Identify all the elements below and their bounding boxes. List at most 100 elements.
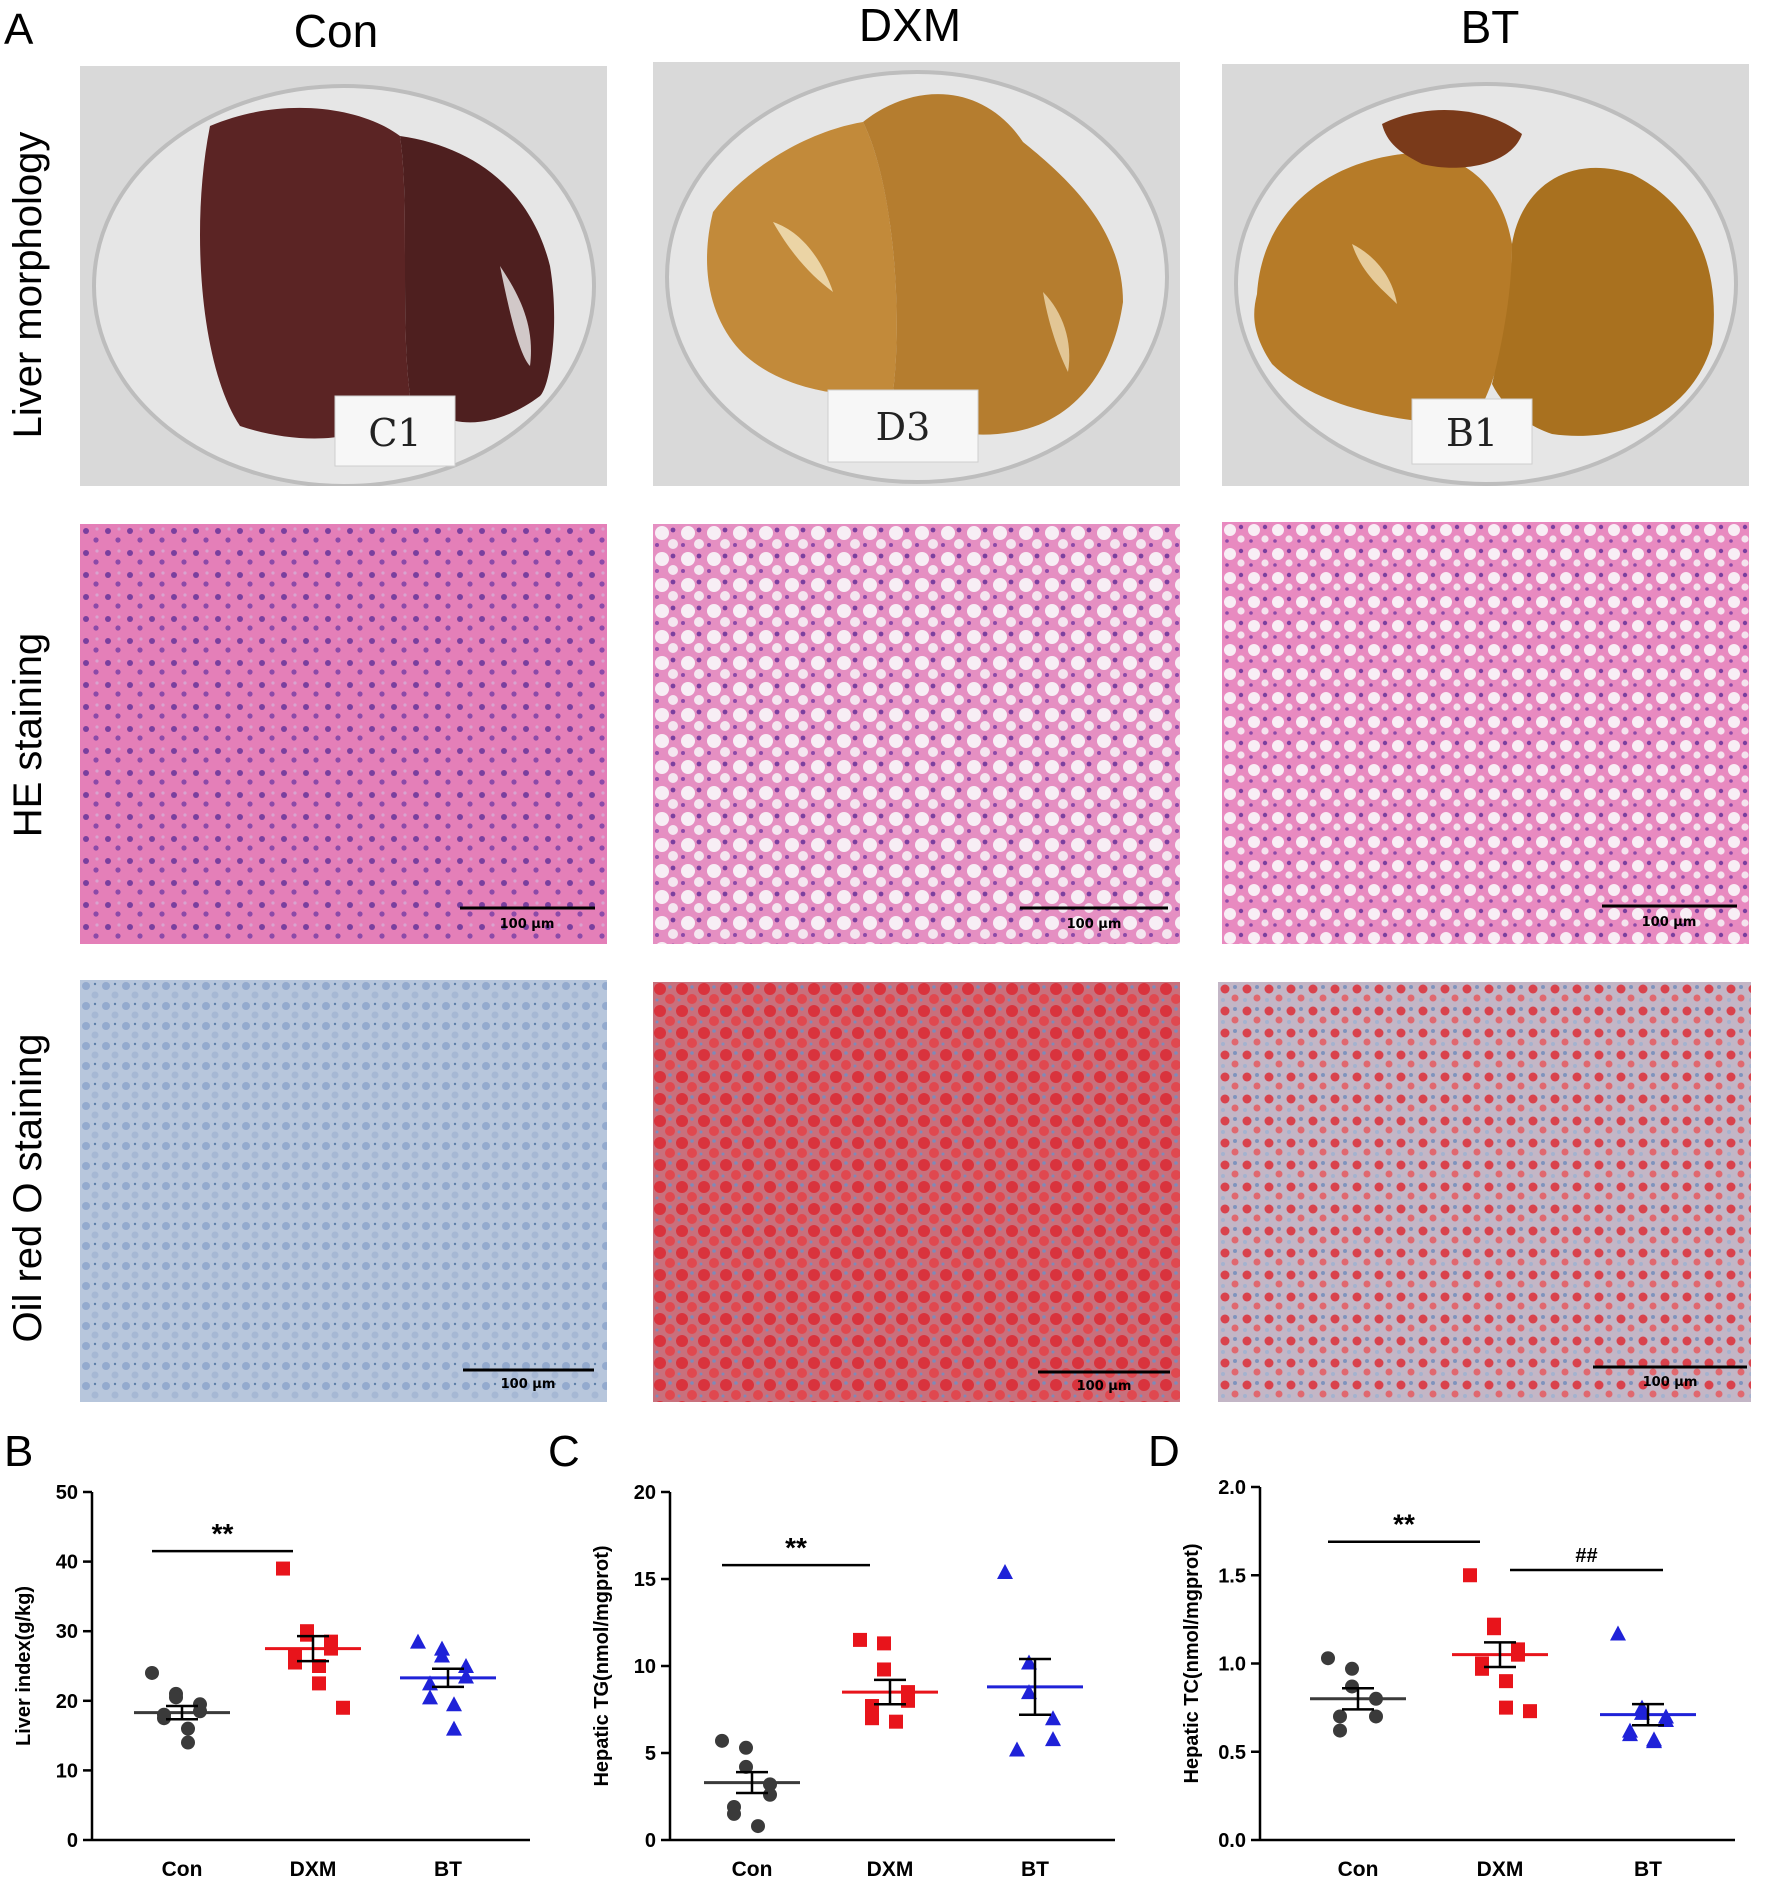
data-point (763, 1777, 777, 1792)
data-point (739, 1759, 753, 1774)
y-tick-label: 20 (56, 1691, 78, 1713)
scale-bar-label: 100 μm (1643, 1375, 1698, 1390)
data-point (1045, 1731, 1061, 1747)
panel-label-d: D (1148, 1427, 1180, 1476)
y-tick-label: 0.5 (1218, 1742, 1246, 1764)
data-point (336, 1700, 350, 1715)
row-header-he-staining: HE staining (6, 632, 50, 838)
x-tick-label: DXM (290, 1858, 337, 1881)
significance-label: ** (785, 1532, 807, 1563)
data-point (739, 1740, 753, 1755)
y-tick-label: 1.0 (1218, 1654, 1246, 1676)
data-point (889, 1714, 903, 1729)
oro-image-con: 100 μm (80, 980, 607, 1402)
x-tick-label: DXM (867, 1858, 914, 1881)
data-point (1622, 1726, 1638, 1742)
data-point (312, 1659, 326, 1673)
he-image-dxm: 100 μm (653, 524, 1180, 944)
scale-bar-label: 100 μm (500, 917, 555, 932)
row-header-liver-morphology: Liver morphology (6, 131, 50, 439)
data-point (1345, 1661, 1359, 1676)
significance-label: ** (1393, 1509, 1415, 1540)
data-point (1009, 1741, 1025, 1757)
data-point (763, 1787, 777, 1802)
data-point (1463, 1568, 1477, 1583)
data-point (422, 1689, 438, 1705)
y-tick-label: 0 (645, 1830, 656, 1852)
x-tick-label: BT (1634, 1858, 1662, 1881)
panel-label-b: B (4, 1427, 34, 1476)
oro-image-dxm: 100 μm (653, 982, 1180, 1402)
data-point (865, 1711, 879, 1726)
data-point (1610, 1625, 1626, 1641)
data-point (458, 1668, 474, 1684)
panel-label-a: A (4, 5, 34, 54)
data-point (276, 1561, 290, 1576)
data-point (157, 1711, 171, 1726)
column-header-con: Con (293, 5, 379, 57)
y-axis-label: Hepatic TC(nmol/mgprot) (1181, 1544, 1203, 1784)
y-tick-label: 40 (56, 1552, 78, 1574)
data-point (288, 1655, 302, 1670)
liver-photo-con: C1 (80, 66, 607, 486)
data-point (751, 1819, 765, 1834)
data-point (1045, 1710, 1061, 1726)
scale-bar-label: 100 μm (1067, 917, 1122, 932)
data-point (410, 1633, 426, 1649)
data-point (727, 1806, 741, 1821)
chart-hepatic-tc: 0.0 0.5 1.0 1.5 2.0 Hepatic TC(nmol/mgprot) Co… (1181, 1477, 1735, 1881)
data-point (1021, 1654, 1037, 1670)
data-point (997, 1564, 1013, 1580)
y-tick-label: 30 (56, 1621, 78, 1643)
data-point (877, 1662, 891, 1677)
data-point (1523, 1704, 1537, 1719)
y-tick-label: 0 (67, 1830, 78, 1852)
he-image-con: 100 μm (80, 524, 607, 944)
chart-hepatic-tg: 0 5 10 15 20 Hepatic TG(nmol/mgprot) Con DXM BT *… (591, 1482, 1115, 1881)
liver-photo-dxm: D3 (653, 62, 1180, 486)
y-tick-label: 10 (634, 1656, 656, 1678)
panel-label-c: C (548, 1427, 580, 1476)
data-point (300, 1627, 314, 1642)
oro-image-bt: 100 μm (1218, 982, 1751, 1402)
dish-label-b1: B1 (1446, 411, 1498, 455)
x-tick-label: BT (1021, 1858, 1049, 1881)
x-tick-label: BT (434, 1858, 462, 1881)
data-point (877, 1636, 891, 1651)
data-point (169, 1690, 183, 1705)
data-point (1321, 1651, 1335, 1666)
scale-bar-label: 100 μm (1642, 915, 1697, 930)
data-point (312, 1676, 326, 1691)
data-point (181, 1721, 195, 1736)
chart-liver-index: 0 10 20 30 40 50 Liver index(g/kg) Con DXM BT ** (13, 1482, 530, 1881)
he-image-bt: 100 μm (1222, 522, 1749, 944)
y-axis-label: Hepatic TG(nmol/mgprot) (591, 1545, 613, 1786)
y-axis-label: Liver index(g/kg) (13, 1586, 35, 1746)
significance-label: ## (1575, 1545, 1597, 1567)
dish-label-c1: C1 (368, 411, 421, 455)
data-point (145, 1665, 159, 1680)
data-point (181, 1735, 195, 1750)
x-tick-label: Con (1338, 1858, 1379, 1881)
liver-photo-bt: B1 (1222, 64, 1749, 486)
data-point (1646, 1733, 1662, 1749)
column-header-bt: BT (1460, 1, 1520, 53)
row-header-oil-red-o: Oil red O staining (6, 1033, 50, 1343)
data-point (1333, 1723, 1347, 1738)
y-tick-label: 0.0 (1218, 1830, 1246, 1852)
scale-bar-label: 100 μm (1077, 1379, 1132, 1394)
y-tick-label: 1.5 (1218, 1565, 1246, 1587)
column-header-dxm: DXM (858, 0, 962, 51)
data-point (446, 1720, 462, 1736)
y-tick-label: 5 (645, 1743, 656, 1765)
data-point (1369, 1709, 1383, 1724)
data-point (715, 1733, 729, 1748)
data-point (1487, 1621, 1501, 1636)
x-tick-label: Con (732, 1858, 773, 1881)
data-point (446, 1696, 462, 1712)
data-point (1499, 1674, 1513, 1689)
x-tick-label: DXM (1477, 1858, 1524, 1881)
y-tick-label: 15 (634, 1569, 656, 1591)
data-point (1499, 1700, 1513, 1715)
data-point (434, 1647, 450, 1663)
